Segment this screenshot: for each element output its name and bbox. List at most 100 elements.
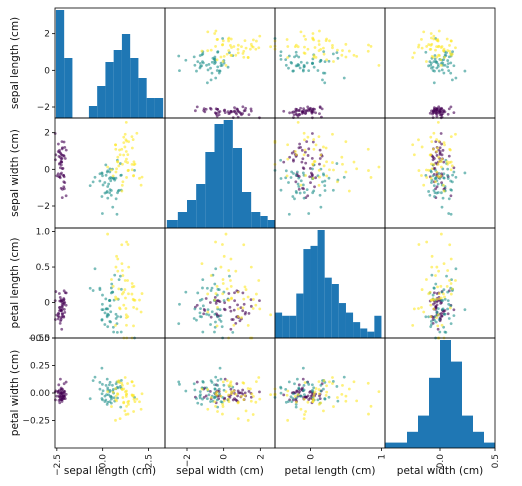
scatter-point: [319, 205, 323, 209]
scatter-point: [314, 387, 318, 390]
scatter-point: [218, 366, 222, 370]
scatter-point: [437, 292, 441, 295]
scatter-point: [213, 62, 216, 66]
scatter-point: [107, 177, 111, 180]
scatter-point: [366, 147, 370, 151]
scatter-point: [435, 185, 439, 189]
scatter-point: [213, 312, 217, 316]
scatter-point: [319, 153, 323, 157]
scatter-point: [258, 307, 262, 311]
scatter-point: [314, 176, 317, 180]
scatter-point: [220, 63, 224, 67]
scatter-point: [303, 52, 307, 55]
scatter-point: [120, 189, 124, 193]
scatter-point: [317, 380, 321, 384]
scatter-point: [454, 46, 457, 50]
scatter-point: [424, 315, 428, 319]
scatter-point: [114, 295, 118, 299]
scatter-point: [122, 153, 126, 157]
histogram-bar: [242, 192, 252, 228]
scatter-point: [234, 53, 238, 57]
scatter-point: [432, 163, 436, 167]
scatter-point: [234, 321, 238, 325]
scatter-point: [54, 158, 57, 162]
scatter-point: [325, 174, 329, 178]
scatter-point: [114, 170, 118, 174]
scatter-point: [301, 171, 305, 175]
scatter-point: [249, 107, 253, 111]
panel-0-3: [384, 7, 496, 120]
scatter-point: [323, 189, 327, 192]
x-axis-label: sepal width (cm): [176, 465, 264, 477]
scatter-point: [327, 176, 331, 180]
scatter-point: [221, 282, 225, 285]
scatter-point: [366, 49, 370, 53]
scatter-point: [124, 313, 128, 317]
scatter-point: [435, 55, 439, 59]
scatter-point: [216, 410, 219, 413]
scatter-point: [58, 401, 62, 405]
scatter-point: [429, 61, 433, 65]
scatter-point: [297, 185, 301, 188]
scatter-point: [193, 63, 197, 67]
scatter-point: [233, 106, 236, 110]
scatter-point: [279, 57, 283, 61]
scatter-point: [437, 29, 441, 33]
scatter-point: [442, 183, 445, 187]
scatter-point: [109, 189, 113, 192]
scatter-point: [429, 47, 433, 51]
scatter-point: [447, 302, 451, 306]
scatter-point: [215, 58, 219, 62]
scatter-point: [432, 34, 436, 38]
scatter-point: [227, 36, 231, 40]
scatter-point: [130, 380, 134, 384]
scatter-point: [214, 404, 217, 408]
scatter-point: [325, 58, 329, 62]
scatter-point: [91, 289, 95, 292]
histogram-bar: [317, 230, 325, 338]
scatter-point: [244, 409, 248, 413]
scatter-point: [108, 191, 112, 195]
scatter-point: [59, 318, 63, 321]
y-tick-label: 1.0: [36, 228, 51, 238]
histogram-bar: [177, 212, 187, 228]
scatter-point: [441, 148, 445, 152]
scatter-point: [448, 147, 452, 151]
scatter-point: [93, 175, 97, 179]
scatter-point: [420, 174, 423, 177]
scatter-point: [59, 398, 63, 402]
scatter-point: [91, 180, 95, 184]
histogram-bar: [214, 124, 224, 228]
scatter-point: [236, 401, 240, 405]
scatter-point: [427, 43, 431, 46]
scatter-point: [328, 168, 331, 172]
scatter-point: [93, 375, 97, 379]
scatter-point: [126, 243, 130, 246]
scatter-point: [316, 398, 320, 402]
scatter-point: [202, 312, 206, 316]
scatter-point: [304, 161, 308, 165]
scatter-point: [282, 160, 286, 164]
scatter-point: [196, 401, 200, 405]
scatter-point: [411, 56, 415, 59]
scatter-point: [307, 212, 311, 215]
scatter-point: [235, 399, 238, 402]
scatter-point: [122, 135, 126, 139]
scatter-point: [294, 43, 298, 47]
scatter-point: [322, 379, 326, 383]
scatter-point: [286, 45, 290, 48]
scatter-point: [205, 63, 208, 67]
scatter-point: [293, 55, 296, 59]
scatter-point: [434, 111, 438, 115]
scatter-point: [243, 394, 247, 397]
scatter-point: [251, 45, 255, 49]
scatter-point: [352, 53, 356, 57]
scatter-point: [57, 399, 61, 402]
scatter-point: [221, 412, 224, 416]
scatter-point: [224, 390, 228, 394]
histogram-bar: [196, 184, 206, 228]
scatter-point: [279, 391, 283, 395]
scatter-point: [434, 274, 437, 277]
scatter-point: [229, 384, 233, 388]
scatter-point: [289, 395, 293, 399]
